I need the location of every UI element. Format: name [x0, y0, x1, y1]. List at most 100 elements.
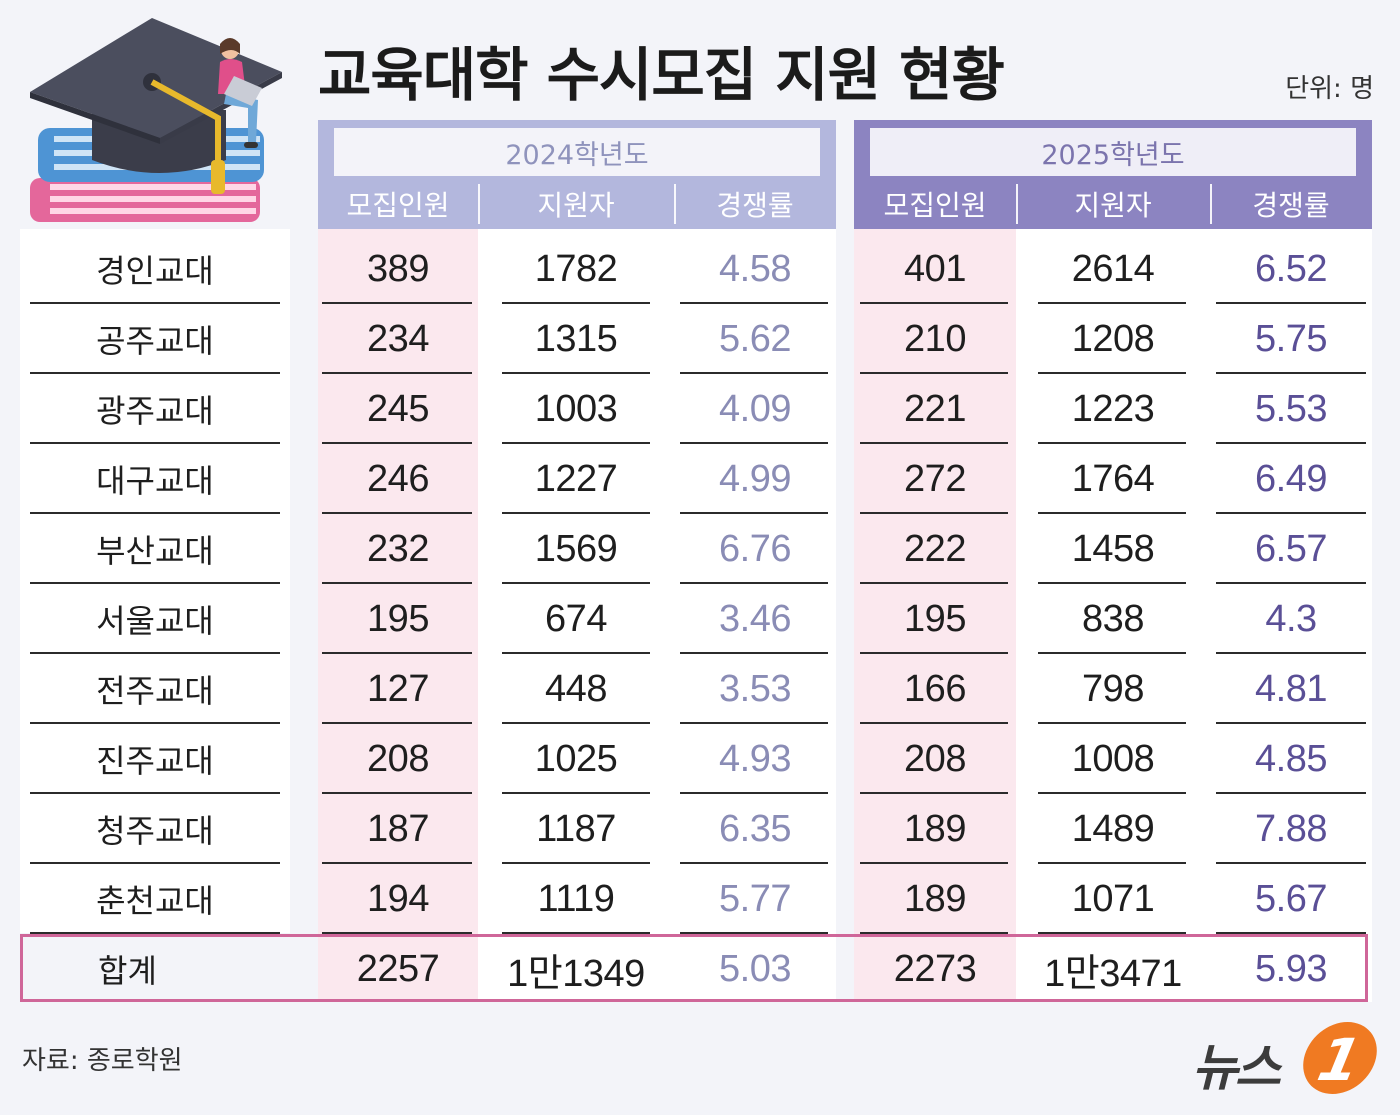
year-label-2025: 2025학년도 — [870, 128, 1356, 176]
name-column-bg — [20, 229, 290, 933]
source-label: 자료: 종로학원 — [22, 1046, 183, 1076]
cell-2024-ratio: 4.58 — [719, 247, 791, 290]
cell-2024-ratio: 3.53 — [719, 667, 791, 710]
unit-label: 단위: 명 — [1285, 74, 1374, 104]
cell-name: 춘천교대 — [96, 882, 214, 920]
row-divider — [1038, 862, 1186, 864]
cell-2025-ratio: 4.81 — [1255, 667, 1327, 710]
row-divider — [680, 862, 828, 864]
cell-2025-quota: 195 — [904, 597, 966, 640]
cell-2024-ratio: 3.46 — [719, 597, 791, 640]
cell-2024-applicants: 1187 — [536, 807, 616, 850]
cell-2024-quota: 195 — [367, 597, 429, 640]
total-name: 합계 — [98, 952, 157, 990]
row-divider — [502, 722, 650, 724]
row-divider — [502, 652, 650, 654]
row-divider — [1216, 722, 1366, 724]
row-divider — [30, 722, 280, 724]
total-2025-quota: 2273 — [893, 947, 977, 990]
row-divider — [322, 932, 472, 934]
cell-name: 부산교대 — [96, 532, 214, 570]
cell-2025-applicants: 1223 — [1071, 387, 1155, 430]
graduation-cap-illustration — [30, 18, 282, 222]
cell-2024-ratio: 4.99 — [719, 457, 791, 500]
cell-name: 대구교대 — [96, 462, 214, 500]
cell-2025-quota: 401 — [904, 247, 966, 290]
cell-2024-applicants: 448 — [545, 667, 607, 710]
col-bg-2024-applicants — [478, 229, 674, 1002]
row-divider — [1216, 932, 1366, 934]
row-divider — [680, 302, 828, 304]
row-divider — [1216, 302, 1366, 304]
cell-2025-quota: 189 — [904, 807, 966, 850]
col-header-2024-quota: 모집인원 — [346, 189, 450, 222]
row-divider — [322, 792, 472, 794]
cell-2025-quota: 272 — [904, 457, 966, 500]
row-divider — [680, 722, 828, 724]
news1-logo: 뉴스 1 — [1192, 1022, 1388, 1098]
cell-2024-ratio: 6.35 — [719, 807, 791, 850]
cell-2024-quota: 245 — [367, 387, 429, 430]
row-divider — [860, 792, 1008, 794]
total-2025-ratio: 5.93 — [1255, 947, 1327, 990]
row-divider — [322, 372, 472, 374]
row-divider — [502, 932, 650, 934]
row-divider — [30, 652, 280, 654]
row-divider — [860, 862, 1008, 864]
cell-2024-ratio: 5.62 — [719, 317, 791, 360]
cell-2025-ratio: 5.53 — [1255, 387, 1327, 430]
row-divider — [860, 372, 1008, 374]
row-divider — [1216, 372, 1366, 374]
row-divider — [860, 932, 1008, 934]
cell-2025-ratio: 6.52 — [1255, 247, 1327, 290]
cell-2025-ratio: 7.88 — [1255, 807, 1327, 850]
row-divider — [502, 372, 650, 374]
row-divider — [1038, 722, 1186, 724]
cell-name: 전주교대 — [96, 672, 214, 710]
cell-2024-applicants: 1003 — [534, 387, 618, 430]
col-bg-2025-applicants — [1016, 229, 1210, 1002]
cell-2025-ratio: 6.49 — [1255, 457, 1327, 500]
cell-name: 공주교대 — [96, 322, 214, 360]
cell-2024-applicants: 1782 — [534, 247, 618, 290]
row-divider — [1038, 372, 1186, 374]
cell-2024-ratio: 4.09 — [719, 387, 791, 430]
row-divider — [502, 792, 650, 794]
row-divider — [1216, 442, 1366, 444]
cell-2024-quota: 246 — [367, 457, 429, 500]
row-divider — [680, 932, 828, 934]
row-divider — [30, 862, 280, 864]
row-divider — [1038, 582, 1186, 584]
cell-2025-quota: 189 — [904, 877, 966, 920]
total-row-highlight — [20, 934, 1368, 1002]
row-divider — [860, 652, 1008, 654]
row-divider — [322, 652, 472, 654]
cell-2025-applicants: 1489 — [1071, 807, 1155, 850]
row-divider — [322, 722, 472, 724]
row-divider — [30, 302, 280, 304]
col-bg-2024-quota — [318, 229, 478, 1002]
cell-2025-applicants: 798 — [1082, 667, 1144, 710]
row-divider — [680, 512, 828, 514]
laptop-icon — [224, 76, 262, 106]
cell-2025-applicants: 1208 — [1071, 317, 1155, 360]
row-divider — [30, 582, 280, 584]
header-divider — [1210, 184, 1212, 224]
logo-badge-icon: 1 — [1296, 1022, 1384, 1094]
col-header-2025-applicants: 지원자 — [1074, 189, 1152, 222]
cell-2025-ratio: 6.57 — [1255, 527, 1327, 570]
row-divider — [860, 302, 1008, 304]
col-bg-2025-ratio — [1210, 229, 1372, 1002]
logo-text: 뉴스 — [1192, 1039, 1281, 1097]
row-divider — [1038, 442, 1186, 444]
row-divider — [680, 582, 828, 584]
cell-2024-quota: 194 — [367, 877, 429, 920]
cell-2025-applicants: 1764 — [1071, 457, 1155, 500]
row-divider — [30, 372, 280, 374]
row-divider — [860, 722, 1008, 724]
row-divider — [1038, 652, 1186, 654]
row-divider — [322, 442, 472, 444]
row-divider — [1216, 512, 1366, 514]
total-2024-ratio: 5.03 — [719, 947, 791, 990]
row-divider — [860, 512, 1008, 514]
